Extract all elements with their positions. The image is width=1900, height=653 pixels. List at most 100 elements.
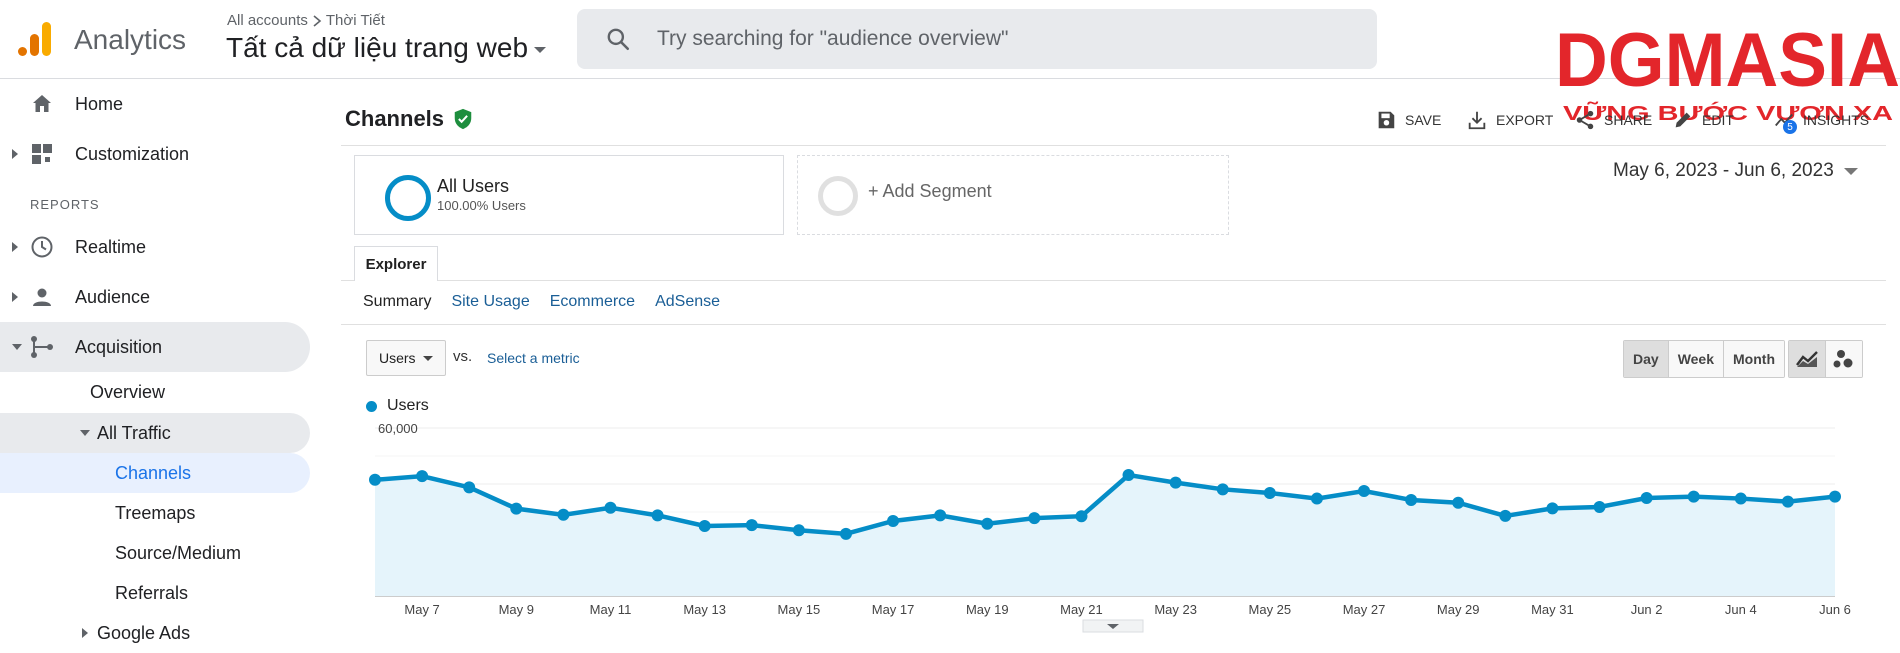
subtab-adsense[interactable]: AdSense xyxy=(655,293,721,310)
sidebar-item-home[interactable]: Home xyxy=(0,79,310,129)
sidebar-item-label: Customization xyxy=(75,143,190,164)
data-point xyxy=(1452,496,1465,509)
brand-logo-text: DGMASIA xyxy=(1555,18,1900,103)
breadcrumb-all-accounts[interactable]: All accounts xyxy=(227,12,308,29)
data-point xyxy=(510,502,523,515)
x-tick-label: May 17 xyxy=(872,602,915,617)
sidebar-item-channels[interactable]: Channels xyxy=(0,453,310,493)
sidebar-item-referrals[interactable]: Referrals xyxy=(0,573,310,613)
data-point xyxy=(369,473,381,486)
sidebar-item-source-medium[interactable]: Source/Medium xyxy=(0,533,310,573)
expand-arrow-icon xyxy=(12,149,18,159)
home-icon xyxy=(33,95,51,112)
subtab-divider xyxy=(341,324,1886,325)
date-range-picker[interactable]: May 6, 2023 - Jun 6, 2023 xyxy=(1613,160,1858,182)
sidebar-item-overview[interactable]: Overview xyxy=(0,372,310,412)
sidebar-item-label: Google Ads xyxy=(97,622,191,643)
sidebar-item-customization[interactable]: Customization xyxy=(0,129,310,179)
export-button[interactable]: EXPORT xyxy=(1466,108,1553,132)
chevron-right-icon xyxy=(313,14,322,27)
legend-dot xyxy=(366,400,377,412)
data-point xyxy=(1075,510,1088,523)
subtabs: Summary Site Usage Ecommerce AdSense xyxy=(363,293,720,311)
select-metric-link[interactable]: Select a metric xyxy=(487,350,580,366)
data-point xyxy=(1546,502,1559,515)
x-tick-label: Jun 2 xyxy=(1631,602,1663,617)
motion-chart-icon xyxy=(1833,350,1853,368)
vs-label: vs. xyxy=(453,348,473,365)
granularity-week-button[interactable]: Week xyxy=(1668,341,1725,377)
sidebar-item-realtime[interactable]: Realtime xyxy=(0,222,310,272)
data-point xyxy=(1499,509,1512,522)
data-point xyxy=(1358,485,1371,497)
sidebar-item-label: Home xyxy=(75,93,124,114)
brand-tagline: VỮNG BƯỚC VƯƠN XA xyxy=(1563,101,1893,125)
data-point xyxy=(1122,469,1135,482)
x-tick-label: Jun 4 xyxy=(1725,602,1757,617)
expand-arrow-icon xyxy=(12,242,18,252)
x-tick-label: May 9 xyxy=(499,602,534,617)
data-point xyxy=(1781,495,1794,508)
add-segment-label: + Add Segment xyxy=(868,181,992,201)
report-title-row: Channels xyxy=(345,106,474,132)
subtab-ecommerce[interactable]: Ecommerce xyxy=(549,293,636,310)
granularity-day-button[interactable]: Day xyxy=(1624,341,1669,377)
empty-segment-ring-icon xyxy=(818,176,858,216)
sidebar-item-acquisition[interactable]: Acquisition xyxy=(0,322,310,372)
sidebar-item-audience[interactable]: Audience xyxy=(0,272,310,322)
share-button[interactable]: SHARE xyxy=(1574,108,1652,132)
breadcrumb[interactable]: All accounts Thời Tiết xyxy=(227,12,385,29)
insights-badge: 5 xyxy=(1783,120,1797,134)
sidebar-item-google-ads[interactable]: Google Ads xyxy=(0,613,310,653)
sidebar-item-treemaps[interactable]: Treemaps xyxy=(0,493,310,533)
sidebar: Home Customization REPORTS Realtime Audi… xyxy=(0,79,326,648)
analytics-logo-icon[interactable] xyxy=(18,20,54,58)
sidebar-item-label: Audience xyxy=(75,286,151,307)
data-point xyxy=(1687,490,1700,503)
line-chart-icon xyxy=(1796,351,1818,367)
edit-label: EDIT xyxy=(1702,112,1734,128)
motion-chart-button[interactable] xyxy=(1826,341,1862,377)
subtab-summary[interactable]: Summary xyxy=(363,293,432,310)
data-point xyxy=(1169,476,1182,489)
subtab-site-usage[interactable]: Site Usage xyxy=(451,293,530,310)
granularity-month-button[interactable]: Month xyxy=(1724,341,1784,377)
person-icon xyxy=(33,288,51,306)
x-tick-label: May 11 xyxy=(590,602,632,617)
data-point xyxy=(463,481,476,494)
acquisition-icon xyxy=(31,336,53,358)
data-point xyxy=(1640,492,1653,504)
breadcrumb-account[interactable]: Thời Tiết xyxy=(325,12,385,29)
search-input[interactable] xyxy=(655,26,1339,52)
x-tick-label: May 19 xyxy=(966,602,1009,617)
app-name: Analytics xyxy=(74,24,187,55)
data-point xyxy=(745,519,758,532)
expand-arrow-icon xyxy=(82,628,88,638)
edit-button[interactable]: EDIT xyxy=(1672,108,1734,132)
insights-icon-wrap: 5 xyxy=(1773,109,1797,134)
data-point xyxy=(1593,500,1606,513)
segment-name: All Users xyxy=(437,176,510,196)
chart-legend: Users xyxy=(366,397,429,415)
metric-value: Users xyxy=(379,350,416,366)
collapse-arrow-icon xyxy=(12,344,22,350)
metric-dropdown[interactable]: Users xyxy=(366,340,446,376)
series-line xyxy=(374,472,1836,537)
line-chart-button[interactable] xyxy=(1789,341,1826,377)
add-segment-button[interactable]: + Add Segment xyxy=(797,155,1229,235)
insights-icon xyxy=(1775,113,1793,127)
x-tick-label: May 31 xyxy=(1531,602,1574,617)
data-point xyxy=(651,509,664,522)
insights-label: INSIGHTS xyxy=(1803,112,1870,128)
save-button[interactable]: SAVE xyxy=(1375,108,1441,132)
data-point xyxy=(698,520,711,532)
legend-label: Users xyxy=(387,397,429,414)
property-selector[interactable]: Tất cả dữ liệu trang web xyxy=(226,32,547,64)
segment-all-users[interactable]: All Users 100.00% Users xyxy=(354,155,784,235)
sidebar-item-all-traffic[interactable]: All Traffic xyxy=(0,413,310,453)
data-point xyxy=(792,524,805,537)
tab-explorer[interactable]: Explorer xyxy=(354,246,438,281)
search-bar[interactable] xyxy=(577,9,1377,69)
insights-button[interactable]: 5 INSIGHTS xyxy=(1773,108,1870,134)
sidebar-item-label: Channels xyxy=(115,462,192,483)
